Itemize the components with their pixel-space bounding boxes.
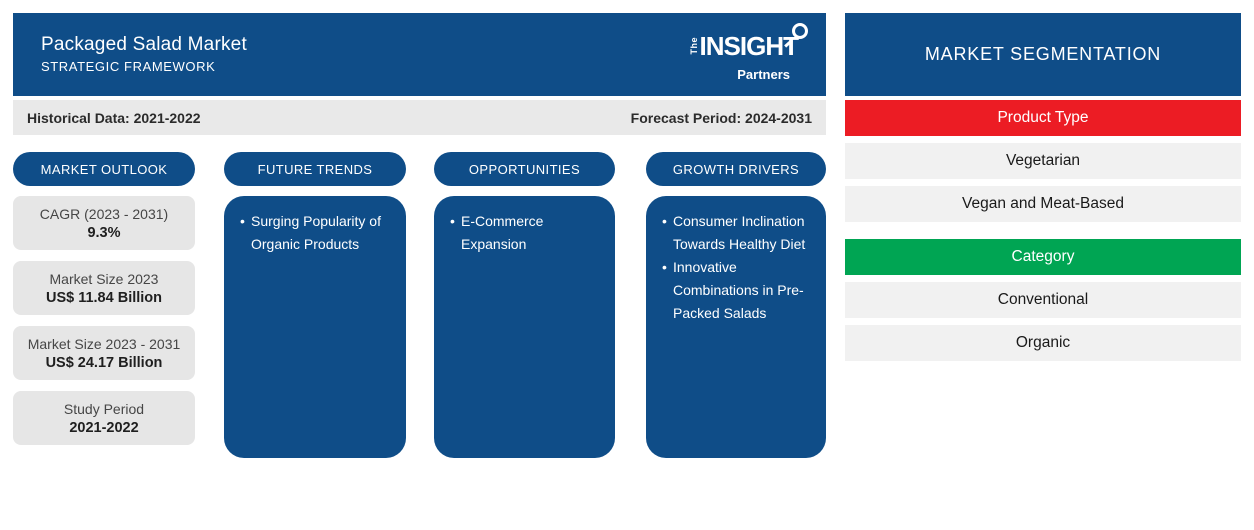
growth-drivers-bullet-text: Innovative Combinations in Pre-Packed Sa… bbox=[673, 259, 804, 321]
market-outlook-pill: MARKET OUTLOOK bbox=[13, 152, 195, 186]
cagr-value: 9.3% bbox=[87, 224, 121, 241]
product-type-group-bar: Product Type bbox=[845, 100, 1241, 136]
opportunities-box: • E-Commerce Expansion bbox=[434, 196, 615, 458]
market-size-2023-label: Market Size 2023 bbox=[49, 270, 159, 287]
growth-drivers-bullet-item: • Consumer Inclination Towards Healthy D… bbox=[662, 210, 816, 256]
future-trends-pill: FUTURE TRENDS bbox=[224, 152, 406, 186]
growth-drivers-bullet-item: • Innovative Combinations in Pre-Packed … bbox=[662, 256, 816, 325]
opportunities-bullet-item: • E-Commerce Expansion bbox=[450, 210, 605, 256]
market-size-2023-value: US$ 11.84 Billion bbox=[45, 289, 163, 306]
period-bar: Historical Data: 2021-2022 Forecast Peri… bbox=[13, 100, 826, 135]
header: Packaged Salad Market STRATEGIC FRAMEWOR… bbox=[13, 13, 826, 96]
growth-drivers-bullet-text: Consumer Inclination Towards Healthy Die… bbox=[673, 213, 806, 252]
forecast-period-label: Forecast Period: 2024-2031 bbox=[630, 109, 812, 126]
logo-row: The INSIGHT bbox=[658, 23, 808, 65]
insight-partners-logo: The INSIGHT Partners bbox=[658, 23, 808, 89]
future-trends-box: • Surging Popularity of Organic Products bbox=[224, 196, 406, 458]
page-subtitle: STRATEGIC FRAMEWORK bbox=[41, 59, 216, 74]
study-period-value: 2021-2022 bbox=[69, 419, 139, 436]
segment-item-vegetarian: Vegetarian bbox=[845, 143, 1241, 179]
bullet-icon: • bbox=[240, 213, 245, 229]
future-trends-bullet-item: • Surging Popularity of Organic Products bbox=[240, 210, 396, 256]
segment-item-organic: Organic bbox=[845, 325, 1241, 361]
segment-item-vegan-meat-based: Vegan and Meat-Based bbox=[845, 186, 1241, 222]
logo-partners-text: Partners bbox=[737, 67, 790, 82]
growth-drivers-pill: GROWTH DRIVERS bbox=[646, 152, 826, 186]
logo-insight-text: INSIGHT bbox=[699, 31, 799, 61]
study-period-label: Study Period bbox=[63, 400, 145, 417]
opportunities-bullet-text: E-Commerce Expansion bbox=[461, 213, 544, 252]
segment-item-conventional: Conventional bbox=[845, 282, 1241, 318]
bullet-icon: • bbox=[450, 213, 455, 229]
future-trends-bullet-text: Surging Popularity of Organic Products bbox=[251, 213, 381, 252]
cagr-stat-box: CAGR (2023 - 2031) 9.3% bbox=[13, 196, 195, 250]
market-size-2023-2031-label: Market Size 2023 - 2031 bbox=[27, 335, 181, 352]
growth-drivers-box: • Consumer Inclination Towards Healthy D… bbox=[646, 196, 826, 458]
magnifier-lens-icon bbox=[792, 23, 808, 39]
header-text: Packaged Salad Market STRATEGIC FRAMEWOR… bbox=[41, 34, 247, 74]
bullet-icon: • bbox=[662, 213, 667, 229]
historical-data-label: Historical Data: 2021-2022 bbox=[27, 109, 201, 126]
market-size-2023-stat-box: Market Size 2023 US$ 11.84 Billion bbox=[13, 261, 195, 315]
study-period-stat-box: Study Period 2021-2022 bbox=[13, 391, 195, 445]
page-title: Packaged Salad Market bbox=[41, 34, 247, 55]
opportunities-pill: OPPORTUNITIES bbox=[434, 152, 615, 186]
cagr-label: CAGR (2023 - 2031) bbox=[39, 205, 169, 222]
category-group-bar: Category bbox=[845, 239, 1241, 275]
bullet-icon: • bbox=[662, 259, 667, 275]
logo-the-text: The bbox=[688, 37, 699, 55]
market-size-2023-2031-value: US$ 24.17 Billion bbox=[45, 354, 163, 371]
market-segmentation-header: MARKET SEGMENTATION bbox=[845, 13, 1241, 96]
market-size-2023-2031-stat-box: Market Size 2023 - 2031 US$ 24.17 Billio… bbox=[13, 326, 195, 380]
